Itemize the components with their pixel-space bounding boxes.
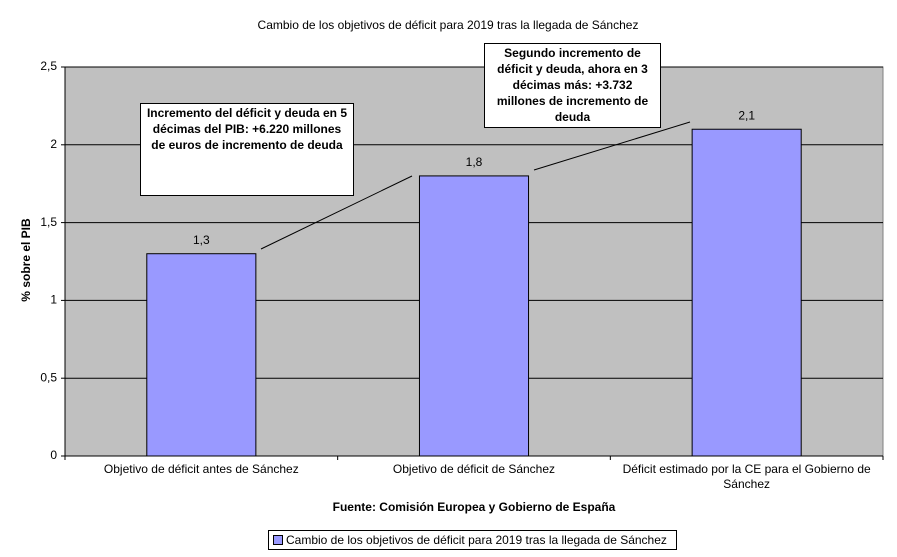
legend: Cambio de los objetivos de déficit para …: [268, 530, 677, 550]
annotation-line: [533, 121, 691, 171]
chart-title: Cambio de los objetivos de déficit para …: [258, 18, 639, 32]
value-label: 1,8: [466, 155, 483, 169]
x-tick-label: Déficit estimado por la CE para el Gobie…: [622, 462, 871, 491]
bar: [691, 128, 802, 457]
bar: [418, 175, 530, 457]
value-label: 2,1: [738, 108, 755, 122]
y-tick-label: 0: [50, 448, 57, 462]
annotation: Incremento del déficit y deuda en 5 déci…: [140, 103, 354, 196]
legend-label: Cambio de los objetivos de déficit para …: [286, 533, 667, 547]
x-tick-label: Objetivo de déficit antes de Sánchez: [103, 462, 299, 476]
y-tick-label: 2,5: [40, 59, 57, 73]
y-tick-label: 1,5: [40, 215, 57, 229]
bar: [146, 253, 257, 457]
legend-swatch: [273, 535, 283, 545]
y-tick-label: 2: [50, 137, 57, 151]
y-tick-label: 1: [50, 293, 57, 307]
x-axis-label: Fuente: Comisión Europea y Gobierno de E…: [333, 500, 616, 514]
annotation-line: [260, 175, 413, 250]
y-tick-label: 0,5: [40, 370, 57, 384]
annotation: Segundo incremento de déficit y deuda, a…: [484, 43, 661, 128]
y-axis-label: % sobre el PIB: [19, 218, 33, 302]
x-tick-label: Objetivo de déficit de Sánchez: [392, 462, 556, 476]
value-label: 1,3: [193, 233, 210, 247]
